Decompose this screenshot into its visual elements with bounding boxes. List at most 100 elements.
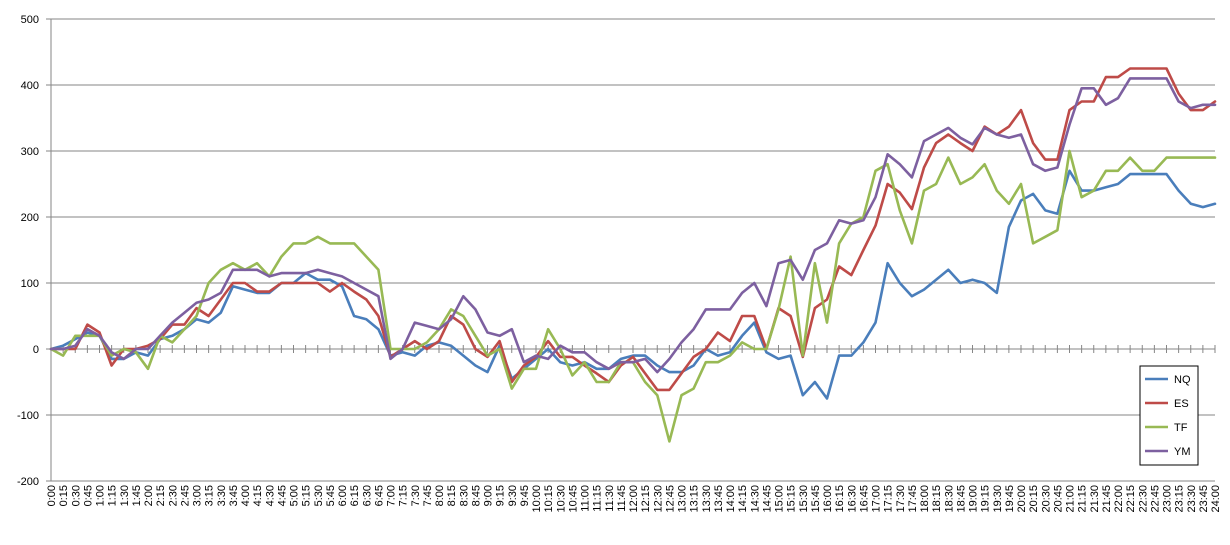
x-tick-label: 14:15 [737, 485, 749, 513]
x-tick-label: 12:15 [640, 485, 652, 513]
x-tick-label: 1:45 [131, 485, 143, 506]
x-tick-label: 9:00 [483, 485, 495, 506]
x-tick-label: 19:00 [968, 485, 980, 513]
x-tick-label: 16:30 [846, 485, 858, 513]
y-tick-label: -100 [17, 410, 39, 422]
x-tick-label: 8:30 [458, 485, 470, 506]
x-tick-label: 17:15 [883, 485, 895, 513]
legend: NQ ES TF YM [1139, 365, 1199, 466]
x-tick-label: 4:30 [264, 485, 276, 506]
x-tick-label: 11:45 [616, 485, 628, 512]
x-tick-label: 12:00 [628, 485, 640, 513]
x-tick-label: 13:15 [689, 485, 701, 513]
x-tick-label: 2:00 [143, 485, 155, 506]
x-tick-label: 23:45 [1198, 485, 1210, 513]
x-tick-label: 5:45 [325, 485, 337, 506]
series-lines [49, 67, 1217, 443]
x-tick-label: 15:30 [798, 485, 810, 513]
x-tick-label: 8:00 [434, 485, 446, 506]
x-tick-label: 11:00 [580, 485, 592, 512]
legend-label-tf: TF [1174, 422, 1188, 434]
x-tick-label: 8:45 [470, 485, 482, 506]
x-tick-label: 14:30 [749, 485, 761, 513]
x-tick-label: 22:15 [1125, 485, 1137, 513]
x-tick-label: 7:30 [410, 485, 422, 506]
gridlines [51, 18, 1215, 482]
x-tick-label: 9:45 [519, 485, 531, 506]
x-tick-label: 21:45 [1101, 485, 1113, 513]
x-tick-label: 13:30 [701, 485, 713, 513]
x-tick-label: 6:00 [337, 485, 349, 506]
x-tick-label: 20:15 [1028, 485, 1040, 513]
x-tick-label: 9:30 [507, 485, 519, 506]
x-tick-label: 18:00 [919, 485, 931, 513]
x-tick-label: 20:00 [1016, 485, 1028, 513]
y-tick-label: 100 [21, 278, 39, 290]
x-tick-label: 14:45 [761, 485, 773, 513]
x-tick-label: 16:00 [822, 485, 834, 513]
x-tick-label: 0:15 [58, 485, 70, 506]
axes [46, 18, 1216, 482]
x-tick-label: 3:00 [192, 485, 204, 506]
x-tick-label: 17:30 [895, 485, 907, 513]
x-tick-label: 3:45 [228, 485, 240, 506]
x-tick-label: 10:15 [543, 485, 555, 513]
series-line-ym [49, 77, 1217, 374]
x-tick-label: 21:00 [1065, 485, 1077, 513]
x-tick-label: 12:45 [664, 485, 676, 513]
x-tick-label: 24:00 [1210, 485, 1222, 513]
legend-label-nq: NQ [1174, 374, 1191, 386]
x-tick-label: 14:00 [725, 485, 737, 513]
legend-label-ym: YM [1174, 446, 1191, 458]
y-tick-label: 500 [21, 14, 39, 26]
x-tick-label: 4:45 [276, 485, 288, 506]
x-tick-label: 18:15 [931, 485, 943, 513]
x-tick-label: 10:30 [555, 485, 567, 513]
x-tick-label: 3:30 [216, 485, 228, 506]
y-tick-label: 300 [21, 146, 39, 158]
series-line-tf [49, 149, 1217, 443]
x-tick-label: 11:30 [604, 485, 616, 512]
x-tick-label: 23:15 [1174, 485, 1186, 513]
y-tick-label: 200 [21, 212, 39, 224]
x-tick-label: 0:30 [70, 485, 82, 506]
series-line-es [49, 67, 1217, 392]
x-tick-label: 2:15 [155, 485, 167, 506]
x-tick-label: 19:15 [980, 485, 992, 513]
x-tick-label: 17:00 [871, 485, 883, 513]
x-tick-label: 21:15 [1077, 485, 1089, 513]
x-tick-label: 4:00 [240, 485, 252, 506]
x-tick-label: 1:30 [119, 485, 131, 506]
x-tick-label: 12:30 [652, 485, 664, 513]
x-tick-label: 18:45 [955, 485, 967, 513]
x-tick-label: 16:15 [834, 485, 846, 513]
y-tick-label: 0 [33, 344, 39, 356]
x-tick-label: 0:45 [82, 485, 94, 506]
x-tick-label: 19:30 [992, 485, 1004, 513]
x-tick-label: 7:15 [398, 485, 410, 506]
x-tick-label: 22:45 [1149, 485, 1161, 513]
x-tick-label: 0:00 [46, 485, 58, 506]
x-tick-labels: 0:00 0:15 0:30 0:45 1:00 1:15 1:30 1:45 2:00 2:15… [46, 485, 1222, 513]
x-tick-label: 1:15 [107, 485, 119, 506]
x-tick-label: 10:45 [567, 485, 579, 513]
x-tick-label: 5:00 [289, 485, 301, 506]
x-tick-label: 6:30 [361, 485, 373, 506]
x-tick-label: 7:00 [386, 485, 398, 506]
x-tick-label: 2:30 [167, 485, 179, 506]
x-tick-label: 22:30 [1137, 485, 1149, 513]
x-tick-label: 15:45 [810, 485, 822, 513]
x-tick-label: 4:15 [252, 485, 264, 506]
y-tick-labels: -200 -100 0 100 200 300 400 500 [17, 14, 39, 488]
x-tick-label: 23:00 [1162, 485, 1174, 513]
x-tick-label: 19:45 [1004, 485, 1016, 513]
x-tick-label: 11:15 [592, 485, 604, 512]
x-tick-label: 1:00 [95, 485, 107, 506]
x-tick-label: 2:45 [179, 485, 191, 506]
y-tick-label: -200 [17, 476, 39, 488]
x-tick-label: 21:30 [1089, 485, 1101, 513]
x-tick-label: 6:45 [373, 485, 385, 506]
legend-box [1139, 365, 1199, 466]
y-tick-label: 400 [21, 80, 39, 92]
x-tick-label: 16:45 [858, 485, 870, 513]
